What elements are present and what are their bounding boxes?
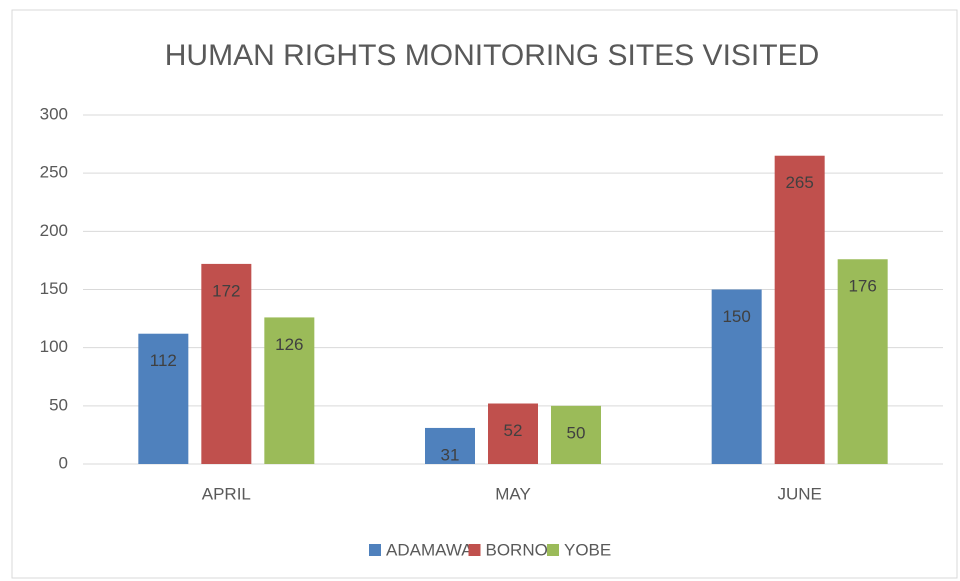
data-label: 176 (848, 277, 876, 296)
bar (488, 403, 538, 464)
y-tick-label: 0 (59, 453, 68, 472)
y-tick-label: 250 (40, 163, 68, 182)
y-tick-label: 200 (40, 221, 68, 240)
data-label: 52 (504, 421, 523, 440)
legend-swatch (369, 544, 381, 556)
y-tick-label: 150 (40, 279, 68, 298)
data-label: 150 (722, 307, 750, 326)
bar (774, 155, 825, 464)
data-label: 50 (567, 423, 586, 442)
data-label: 172 (212, 281, 240, 300)
legend-label: BORNO (486, 540, 548, 559)
data-label: 31 (441, 445, 460, 464)
bar (425, 427, 475, 464)
y-tick-label: 300 (40, 104, 68, 123)
legend-swatch (547, 544, 559, 556)
x-tick-label: JUNE (777, 484, 821, 503)
x-tick-label: MAY (495, 484, 531, 503)
data-label: 126 (275, 335, 303, 354)
bar (711, 289, 762, 464)
bar (201, 263, 252, 464)
bar (837, 259, 888, 464)
legend-label: ADAMAWA (386, 540, 473, 559)
data-label: 265 (785, 173, 813, 192)
bar (551, 405, 601, 464)
bar (138, 333, 189, 464)
chart-title: HUMAN RIGHTS MONITORING SITES VISITED (165, 39, 820, 72)
data-label: 112 (150, 351, 177, 370)
legend-label: YOBE (564, 540, 611, 559)
x-tick-label: APRIL (202, 484, 251, 503)
legend-swatch (468, 544, 481, 556)
bar (264, 317, 315, 464)
y-tick-label: 50 (49, 395, 68, 414)
y-tick-label: 100 (40, 337, 68, 356)
